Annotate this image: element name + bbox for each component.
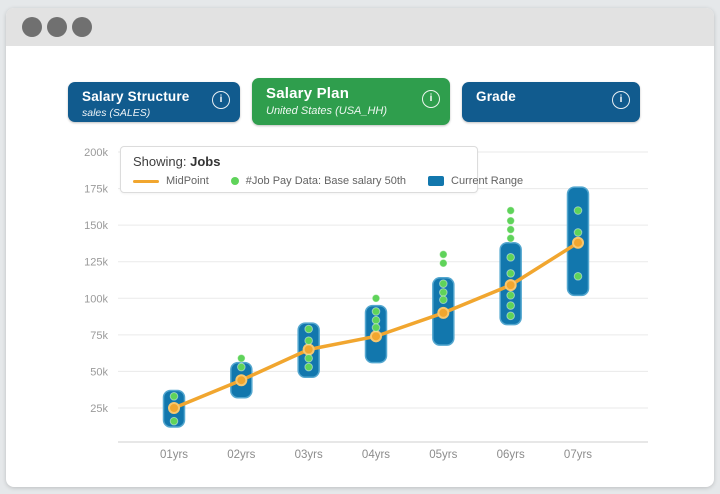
browser-chrome-bar: [6, 8, 714, 46]
legend-showing: Showing: Jobs: [133, 154, 465, 169]
y-tick-label: 175k: [84, 184, 108, 196]
pay-data-dot[interactable]: [304, 362, 313, 372]
legend-showing-label: Showing:: [133, 154, 187, 169]
midpoint-dot[interactable]: [369, 330, 382, 343]
pay-data-dot[interactable]: [169, 391, 179, 401]
midpoint-line-swatch-icon: [133, 179, 159, 183]
window-control-dot: [72, 17, 92, 37]
pay-data-dot[interactable]: [506, 301, 515, 310]
pay-data-dot[interactable]: [573, 206, 583, 215]
pay-data-dot[interactable]: [506, 216, 515, 226]
x-tick-label: 06yrs: [497, 449, 525, 461]
pay-data-dot[interactable]: [371, 307, 381, 316]
tab-subtitle: United States (USA_HH): [266, 105, 388, 117]
pay-data-dot[interactable]: [237, 353, 246, 363]
pay-data-dot[interactable]: [439, 279, 448, 288]
pay-data-dot[interactable]: [304, 336, 313, 346]
info-icon[interactable]: i: [422, 90, 440, 108]
pay-data-dot[interactable]: [506, 234, 515, 243]
x-tick-label: 04yrs: [362, 449, 390, 461]
pay-data-dot[interactable]: [304, 324, 313, 334]
midpoint-dot[interactable]: [235, 374, 248, 387]
tab-title: Salary Structure: [82, 89, 190, 104]
legend-item-label: MidPoint: [166, 175, 209, 187]
pay-data-dot-swatch-icon: [230, 177, 239, 185]
window-control-dot: [22, 17, 42, 37]
pay-data-dot[interactable]: [439, 258, 448, 268]
tab-grade[interactable]: Grade i: [462, 82, 640, 122]
x-tick-label: 07yrs: [564, 449, 592, 461]
pay-data-dot[interactable]: [371, 323, 381, 332]
midpoint-dot[interactable]: [504, 279, 517, 292]
pay-data-dot[interactable]: [237, 362, 246, 372]
chart-legend: Showing: Jobs MidPoint #Job Pay Data: Ba…: [120, 146, 523, 193]
midpoint-dot[interactable]: [302, 343, 315, 356]
pay-data-dot[interactable]: [573, 228, 583, 237]
pay-data-dot[interactable]: [506, 206, 515, 215]
legend-item-current-range[interactable]: Current Range: [428, 175, 523, 187]
pay-data-dot[interactable]: [506, 253, 515, 262]
y-tick-label: 150k: [84, 220, 108, 232]
pay-data-dot[interactable]: [573, 272, 583, 281]
info-icon[interactable]: i: [212, 91, 230, 109]
tab-title: Grade: [476, 89, 517, 104]
midpoint-dot[interactable]: [168, 402, 180, 414]
x-tick-label: 02yrs: [227, 449, 255, 461]
pay-data-dot[interactable]: [439, 295, 448, 305]
tab-salary-plan[interactable]: Salary Plan United States (USA_HH) i: [252, 78, 450, 125]
legend-item-midpoint[interactable]: MidPoint: [133, 175, 209, 187]
info-icon[interactable]: i: [612, 91, 630, 109]
y-tick-label: 125k: [84, 257, 108, 269]
pay-data-dot[interactable]: [506, 269, 515, 278]
legend-item-label: Current Range: [451, 175, 524, 187]
pay-data-dot[interactable]: [439, 250, 448, 259]
legend-item-label: #Job Pay Data: Base salary 50th: [245, 175, 407, 187]
pay-data-dot[interactable]: [439, 288, 448, 297]
current-range-swatch-icon: [428, 176, 445, 186]
pay-data-dot[interactable]: [506, 225, 515, 234]
legend-item-pay-data[interactable]: #Job Pay Data: Base salary 50th: [230, 175, 407, 187]
pay-data-dot[interactable]: [506, 311, 515, 321]
pay-data-dot[interactable]: [506, 291, 515, 300]
browser-window: Salary Structure sales (SALES) i Salary …: [6, 8, 714, 487]
pay-data-dot[interactable]: [371, 293, 381, 303]
pay-data-dot[interactable]: [304, 353, 313, 363]
legend-showing-value: Jobs: [190, 154, 221, 169]
y-tick-label: 200k: [84, 147, 108, 159]
window-control-dot: [47, 17, 67, 37]
y-tick-label: 25k: [90, 403, 108, 415]
y-tick-label: 50k: [90, 366, 108, 378]
tab-title: Salary Plan: [266, 85, 350, 102]
tab-salary-structure[interactable]: Salary Structure sales (SALES) i: [68, 82, 240, 122]
x-tick-label: 03yrs: [295, 449, 323, 461]
midpoint-dot[interactable]: [437, 306, 450, 319]
tab-subtitle: sales (SALES): [82, 107, 151, 119]
midpoint-dot[interactable]: [571, 236, 584, 249]
y-tick-label: 75k: [90, 330, 108, 342]
x-tick-label: 01yrs: [160, 449, 188, 461]
y-tick-label: 100k: [84, 293, 108, 305]
x-tick-label: 05yrs: [429, 449, 457, 461]
pay-data-dot[interactable]: [371, 315, 381, 325]
pay-data-dot[interactable]: [169, 416, 179, 426]
